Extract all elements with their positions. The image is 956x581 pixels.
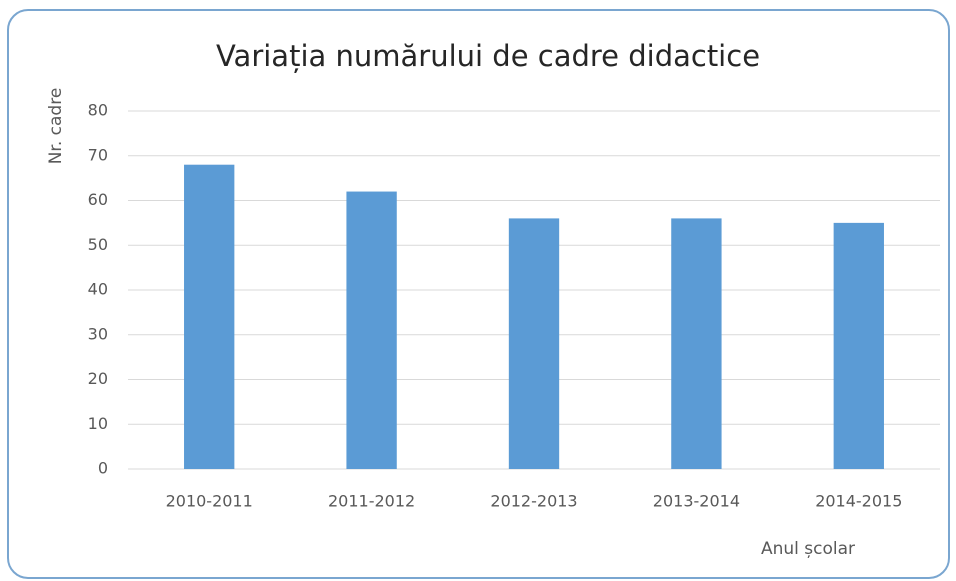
bar xyxy=(508,218,560,469)
y-tick-label: 50 xyxy=(88,235,108,254)
x-tick-label: 2010-2011 xyxy=(166,492,253,511)
x-tick-label: 2014-2015 xyxy=(815,492,902,511)
y-tick-label: 60 xyxy=(88,190,108,209)
y-tick-label: 80 xyxy=(88,101,108,120)
bar xyxy=(184,164,235,469)
chart-title: Variația numărului de cadre didactice xyxy=(216,39,760,73)
bar xyxy=(833,222,884,469)
chart-border xyxy=(7,9,950,579)
y-tick-label: 30 xyxy=(88,324,108,343)
bar xyxy=(346,191,397,470)
x-tick-label: 2013-2014 xyxy=(653,492,740,511)
y-tick-label: 10 xyxy=(88,414,108,433)
y-tick-label: 0 xyxy=(98,459,108,478)
y-axis-title: Nr. cadre xyxy=(46,88,66,165)
y-tick-label: 40 xyxy=(88,280,108,299)
x-axis-title: Anul școlar xyxy=(761,539,855,559)
x-tick-label: 2012-2013 xyxy=(490,492,577,511)
bar xyxy=(671,218,722,469)
y-tick-label: 20 xyxy=(88,369,108,388)
x-tick-label: 2011-2012 xyxy=(328,492,415,511)
y-tick-label: 70 xyxy=(88,145,108,164)
